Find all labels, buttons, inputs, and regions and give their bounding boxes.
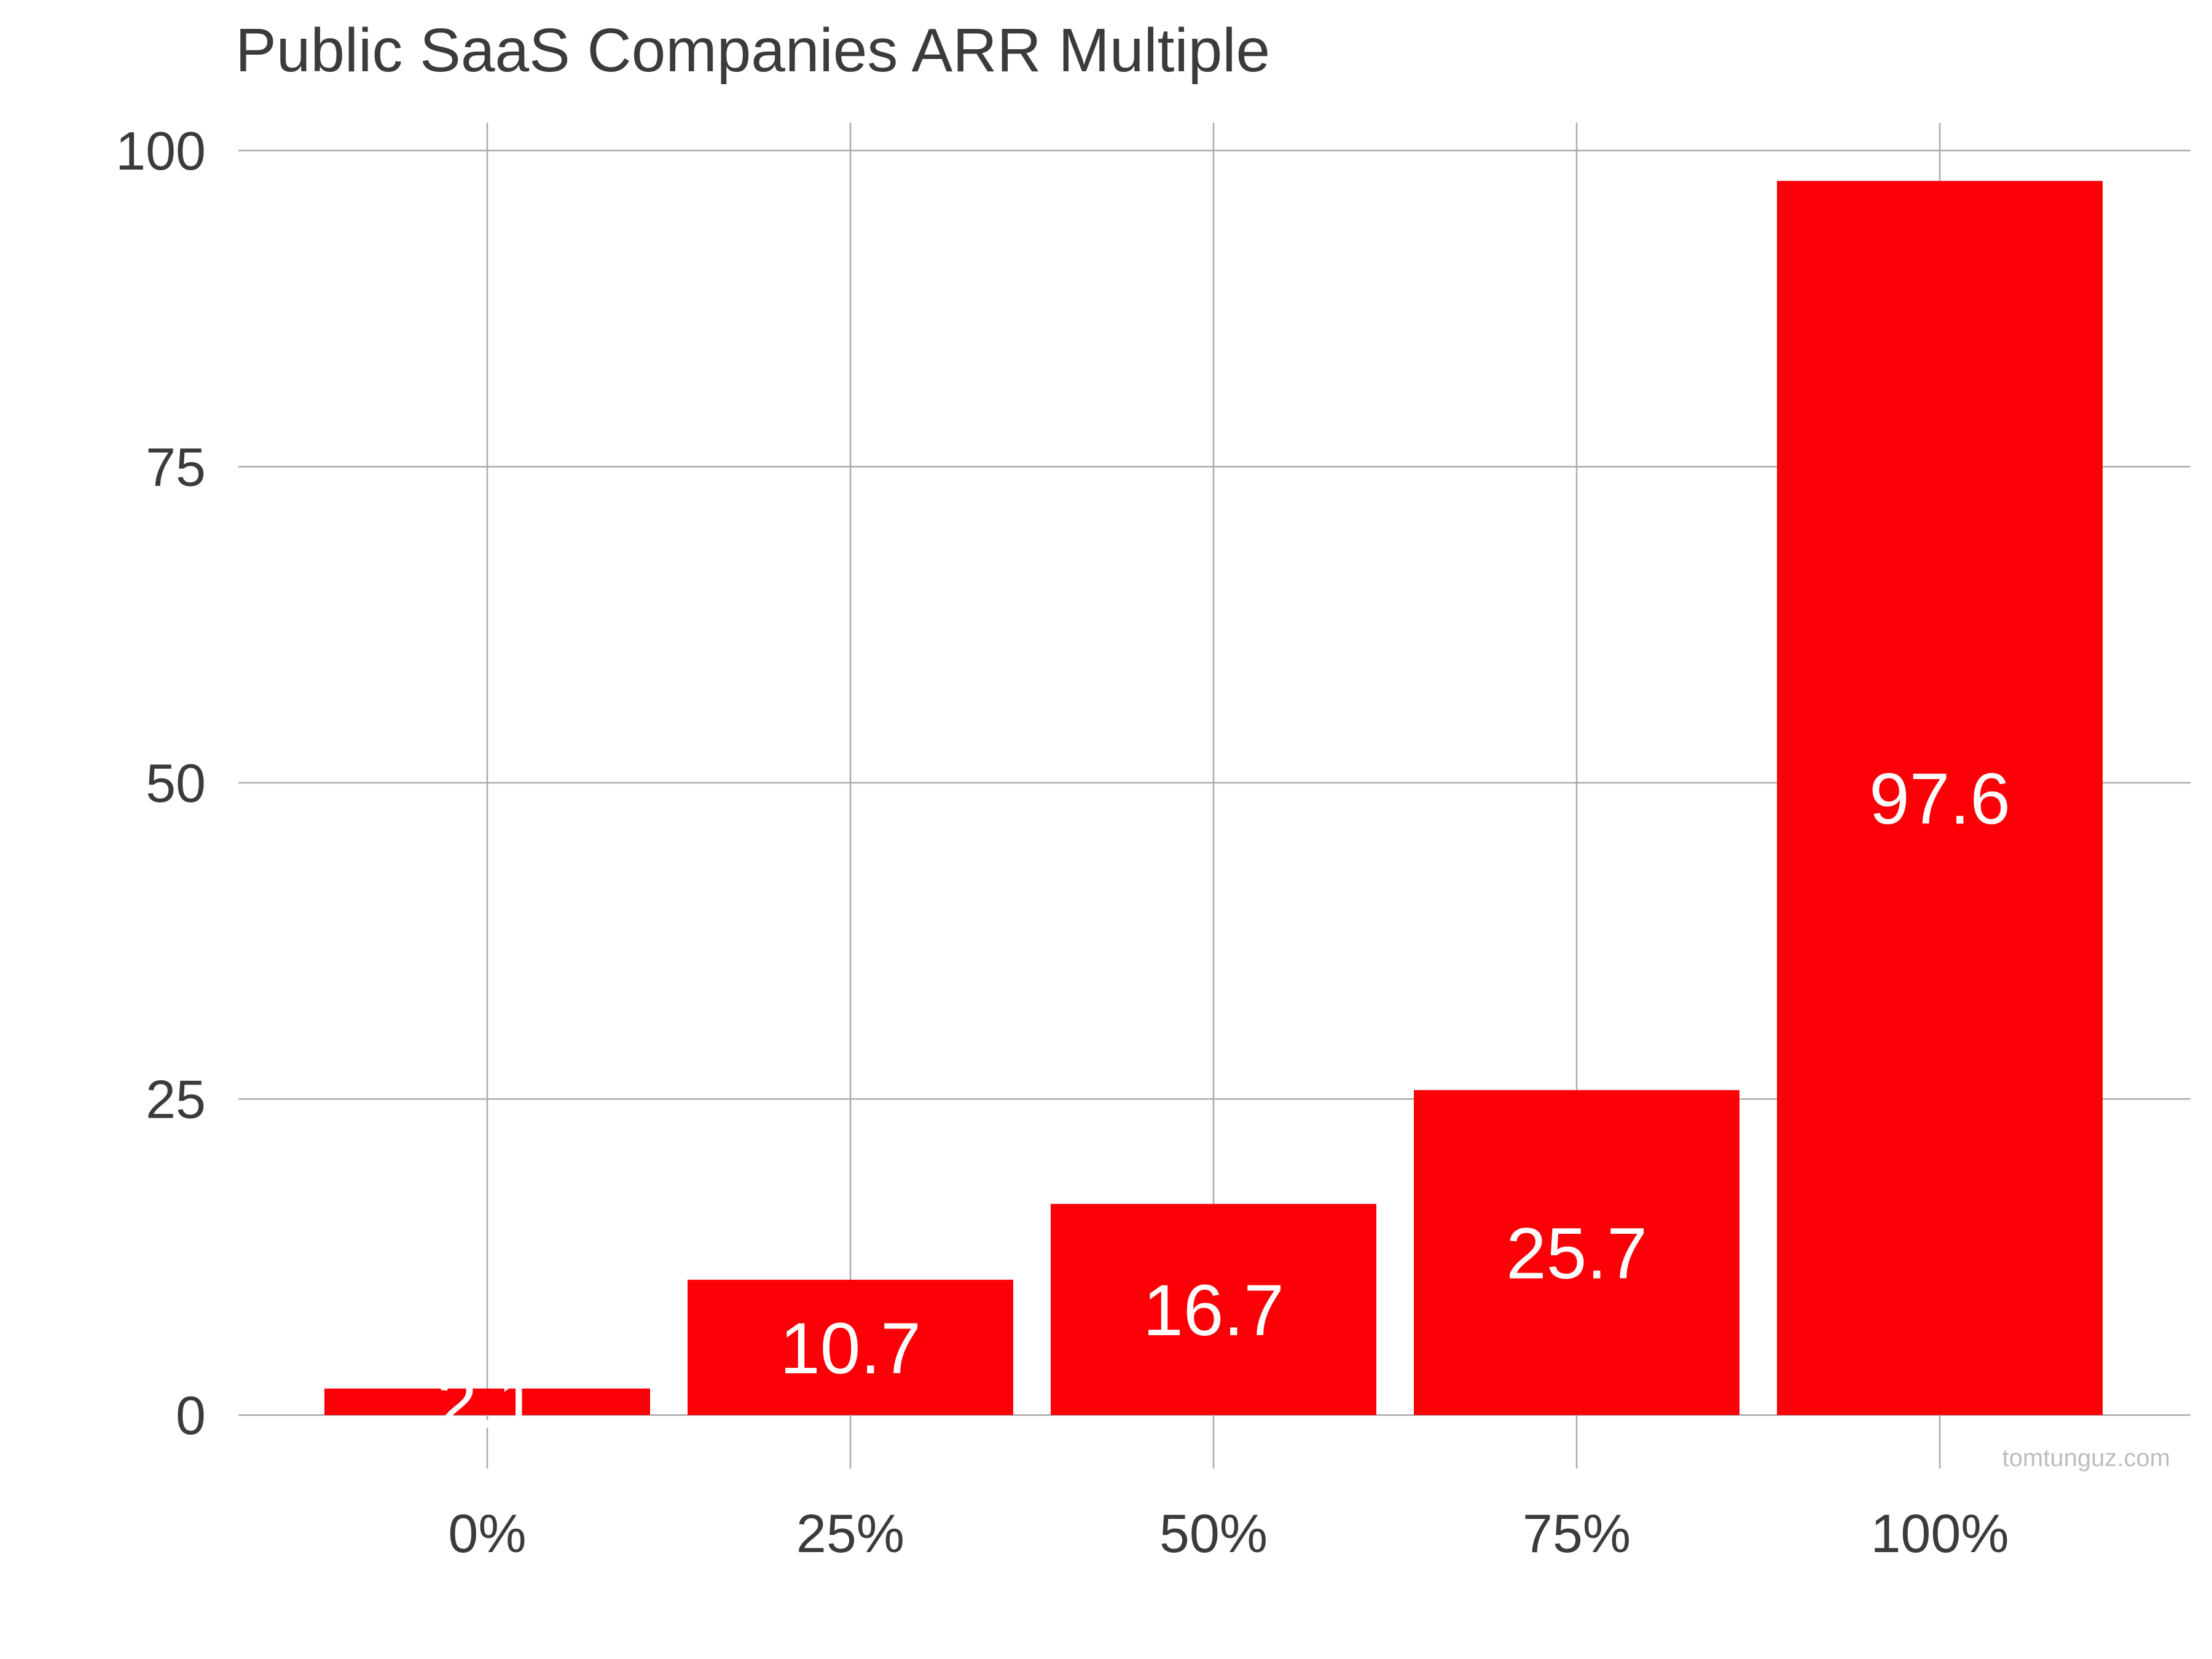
bar — [1414, 1090, 1739, 1415]
x-tick-label: 75% — [1523, 1503, 1631, 1564]
bar — [1051, 1204, 1376, 1415]
bar-data-label: 97.6 — [1869, 759, 2010, 840]
y-tick-label: 100 — [116, 120, 206, 181]
x-tick-label: 25% — [796, 1503, 904, 1564]
y-axis: 0 25 50 75 100 — [116, 120, 206, 1446]
watermark: tomtunguz.com — [2002, 1445, 2170, 1472]
bar-data-label: 16.7 — [1143, 1270, 1284, 1351]
y-tick-label: 75 — [146, 437, 206, 498]
x-tick-label: 50% — [1159, 1503, 1268, 1564]
bar-data-label: 10.7 — [780, 1308, 921, 1389]
bar — [1777, 181, 2103, 1416]
x-axis: 0% 25% 50% 75% 100% — [448, 1503, 2009, 1564]
data-labels: 2.1 10.7 16.7 25.7 97.6 — [437, 759, 2010, 1444]
x-tick-label: 100% — [1870, 1503, 2009, 1564]
y-tick-label: 0 — [176, 1385, 206, 1446]
bar — [324, 1388, 650, 1415]
x-tick-label: 0% — [448, 1503, 526, 1564]
bar — [688, 1279, 1013, 1415]
bars — [324, 181, 2103, 1416]
bar-data-label: 25.7 — [1506, 1214, 1647, 1295]
y-tick-label: 25 — [146, 1069, 206, 1130]
y-tick-label: 50 — [146, 753, 206, 814]
bar-data-label: 2.1 — [437, 1362, 538, 1443]
chart-title: Public SaaS Companies ARR Multiple — [235, 16, 1271, 85]
